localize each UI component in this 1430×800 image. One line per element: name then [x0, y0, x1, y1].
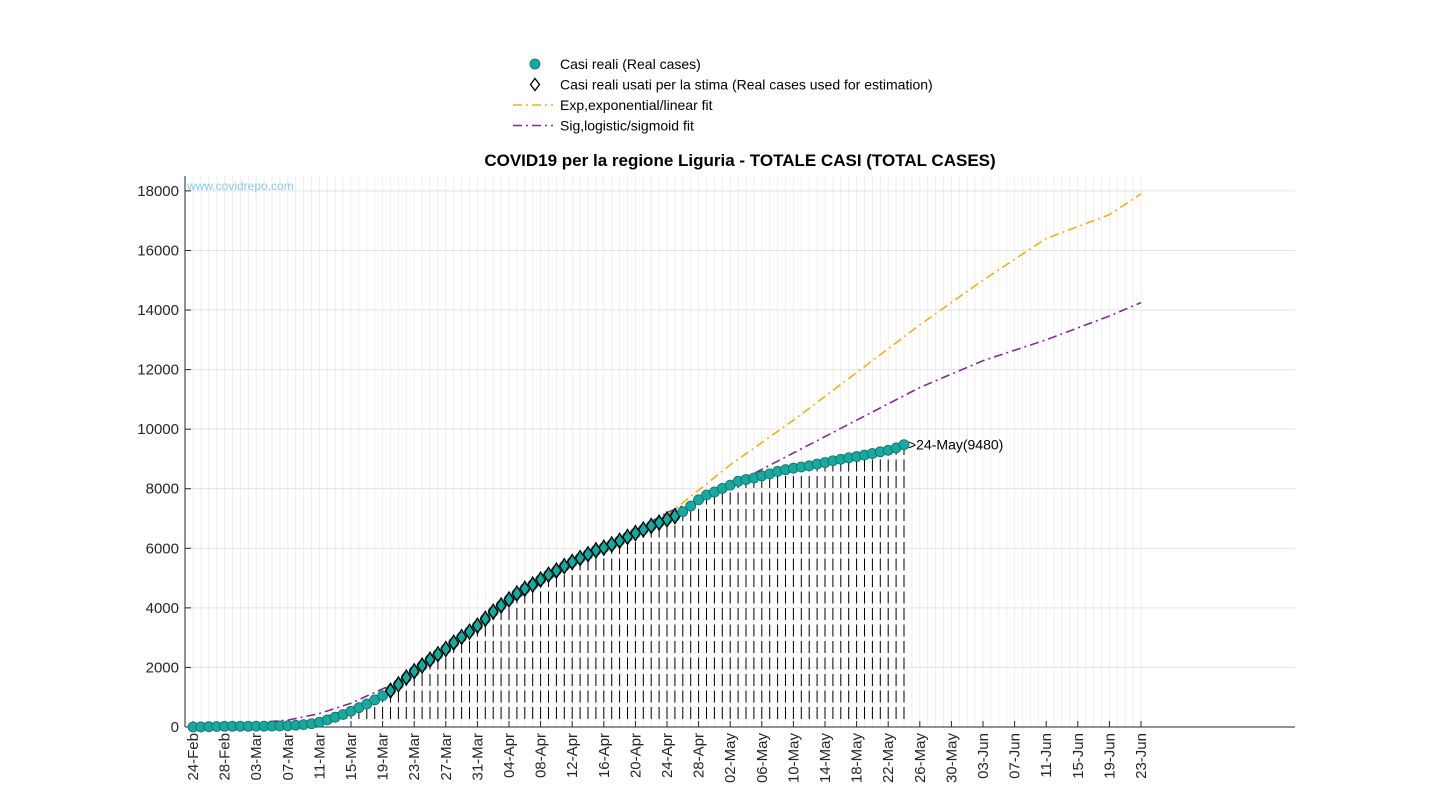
x-tick-label: 23-Jun — [1133, 733, 1150, 779]
y-tick-label: 8000 — [146, 481, 179, 498]
y-tick-label: 14000 — [137, 302, 179, 319]
last-point-annotation: >24-May(9480) — [908, 437, 1003, 453]
data-points — [187, 439, 910, 733]
estimation-point — [440, 640, 452, 658]
estimation-point — [479, 610, 491, 628]
real-case-point — [471, 620, 483, 632]
legend-item: Casi reali (Real cases) — [529, 56, 701, 72]
legend-label: Casi reali (Real cases) — [560, 56, 701, 72]
x-tick-label: 11-Mar — [311, 733, 328, 779]
x-tick-label: 08-Apr — [533, 733, 550, 778]
x-tick-label: 22-May — [880, 733, 897, 784]
x-tick-label: 15-Jun — [1070, 733, 1087, 779]
x-tick-label: 19-Mar — [375, 733, 392, 781]
y-tick-label: 18000 — [137, 183, 179, 200]
real-case-point — [898, 439, 910, 451]
estimation-point — [416, 656, 428, 675]
estimation-point — [471, 617, 483, 635]
x-tick-label: 23-Mar — [406, 733, 423, 781]
estimation-point — [456, 628, 468, 646]
x-tick-label: 16-Apr — [596, 733, 613, 778]
estimation-point — [408, 662, 420, 681]
grid — [185, 176, 1295, 728]
legend-item: Casi reali usati per la stima (Real case… — [529, 77, 933, 93]
real-case-point — [392, 679, 404, 690]
x-tick-label: 26-May — [912, 733, 929, 784]
real-case-point — [685, 500, 697, 512]
y-tick-label: 4000 — [146, 600, 179, 617]
x-tick-label: 12-Apr — [564, 733, 581, 778]
real-case-point — [693, 494, 704, 506]
legend-item: Sig,logistic/sigmoid fit — [513, 118, 694, 134]
legend-item: Exp,exponential/linear fit — [513, 97, 713, 113]
legend-label: Casi reali usati per la stima (Real case… — [560, 77, 933, 93]
x-tick-label: 07-Mar — [280, 733, 297, 781]
estimation-point — [464, 622, 475, 641]
x-tick-label: 30-May — [943, 733, 960, 784]
chart-title: COVID19 per la regione Liguria - TOTALE … — [484, 151, 995, 170]
estimation-point — [527, 575, 539, 594]
estimation-point — [400, 668, 412, 687]
x-tick-label: 10-May — [785, 733, 802, 784]
estimation-point — [432, 645, 444, 664]
x-tick-label: 07-Jun — [1007, 733, 1024, 779]
x-tick-label: 04-Apr — [501, 733, 518, 778]
x-tick-label: 03-Mar — [248, 733, 265, 781]
tick-labels: 0 2000 4000 6000 8000 10000 12000 14000 16000 180… — [137, 183, 1150, 783]
estimation-point — [503, 590, 515, 609]
x-tick-label: 06-May — [754, 733, 771, 784]
legend-marker-circle — [529, 58, 541, 70]
y-tick-label: 16000 — [137, 242, 179, 259]
x-tick-label: 15-Mar — [343, 733, 360, 781]
legend-label: Sig,logistic/sigmoid fit — [560, 118, 694, 134]
x-tick-label: 28-Apr — [691, 733, 708, 778]
estimation-point — [385, 681, 396, 700]
x-tick-label: 14-May — [817, 733, 834, 784]
y-tick-label: 10000 — [137, 421, 179, 438]
watermark: www.covidrepo.com — [186, 179, 294, 193]
real-case-point — [677, 506, 689, 518]
y-tick-label: 2000 — [146, 659, 179, 676]
x-tick-label: 27-Mar — [438, 733, 455, 781]
x-tick-label: 20-Apr — [627, 733, 644, 778]
legend-marker-diamond — [529, 77, 541, 92]
estimation-point — [487, 603, 499, 621]
y-tick-label: 6000 — [146, 540, 179, 557]
estimation-point — [495, 596, 507, 615]
x-tick-label: 31-Mar — [469, 733, 486, 781]
real-case-point — [479, 613, 491, 625]
legend-label: Exp,exponential/linear fit — [560, 97, 713, 113]
x-tick-label: 03-Jun — [975, 733, 992, 779]
axes — [184, 176, 1295, 728]
y-tick-label: 0 — [171, 719, 179, 736]
x-tick-label: 02-May — [722, 733, 739, 784]
real-case-point — [377, 690, 389, 702]
x-tick-label: 19-Jun — [1101, 733, 1118, 779]
estimation-hatch — [326, 444, 905, 720]
x-tick-label: 24-Feb — [185, 733, 202, 781]
estimation-point — [448, 633, 460, 652]
x-tick-label: 11-Jun — [1038, 733, 1055, 778]
estimation-point — [424, 650, 436, 669]
y-tick-label: 12000 — [137, 362, 179, 379]
x-tick-label: 18-May — [849, 733, 866, 784]
x-tick-label: 28-Feb — [217, 733, 234, 781]
estimation-point — [392, 675, 404, 694]
x-tick-label: 24-Apr — [659, 733, 676, 778]
legend: Casi reali (Real cases) Casi reali usati … — [513, 56, 933, 134]
